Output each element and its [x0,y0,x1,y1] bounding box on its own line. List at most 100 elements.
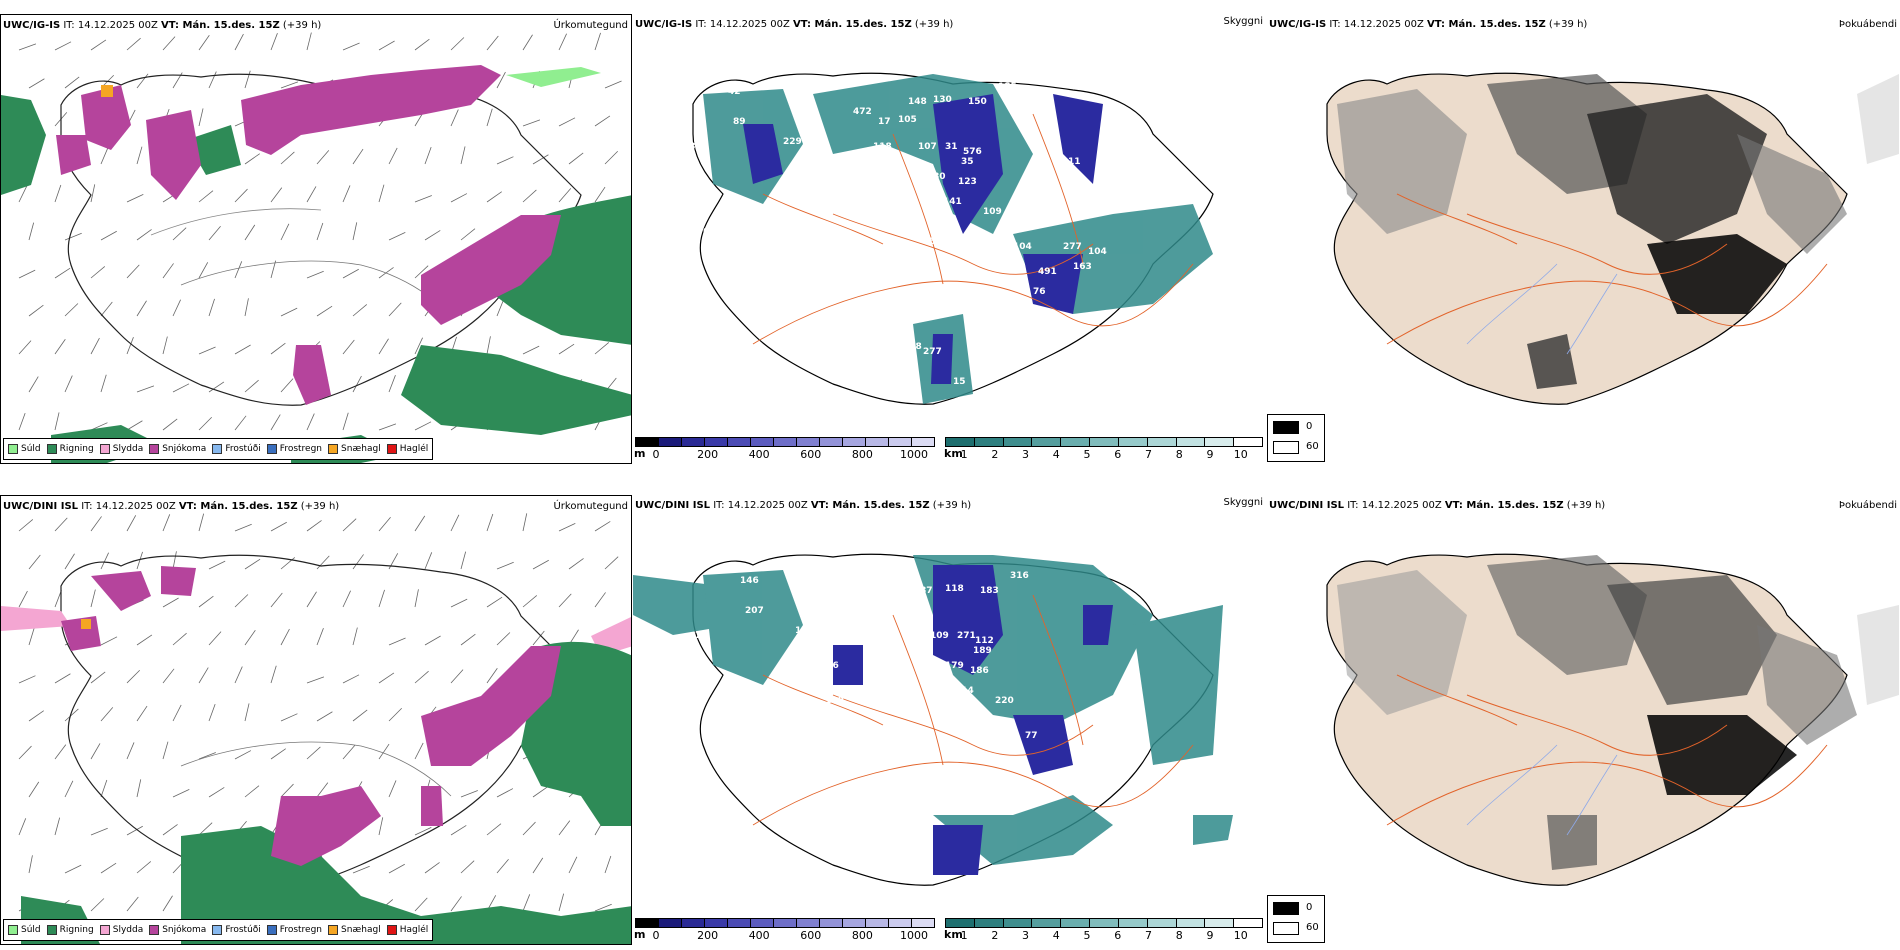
wind-barb [352,222,358,241]
wind-barb [558,523,576,532]
cloudbase-label: 93 [813,207,826,217]
fog-legend-swatch [1273,922,1299,935]
colorbar-segment [1061,438,1091,446]
wind-barb [414,897,428,912]
wind-barb [604,855,612,874]
wind-barb [280,223,290,241]
cloudbase-label: 576 [963,147,982,157]
road-network [1386,674,1828,826]
colorbar-segment [866,919,889,927]
wind-barb [280,151,295,165]
colorbar-tick-label: 5 [1083,929,1091,942]
wind-barb [90,671,106,684]
wind-barb [352,375,362,393]
wind-barb [198,35,210,51]
wind-barb [198,822,213,836]
cloudbase-label: 15 [923,237,936,247]
fog-panel-row2: UWC/DINI ISL IT: 14.12.2025 00Z VT: Mán.… [1267,495,1900,945]
colorbar-ticks: 1 2 3 4 5 6 7 8 9 10 [945,447,1263,461]
wind-barb [558,593,572,608]
wind-barb [486,668,498,684]
fog-shading [1337,74,1899,389]
wind-barb [378,40,395,51]
cloudbase-label: 277 [1063,242,1082,252]
wind-barb [198,416,213,431]
wind-barb [424,862,440,874]
wind-barb [54,184,62,203]
wind-barb [388,147,398,165]
cloudbase-label: 183 [980,586,999,596]
colorbar-segment [946,438,975,446]
colorbar-segment [1118,438,1148,446]
cloudbase-label: 89 [733,117,746,127]
colorbar-ticks: 0 200 400 600 800 1000 [635,447,935,461]
cloudbase-label: 277 [923,347,942,357]
wind-barb [568,558,584,570]
cloudbase-label: 170 [865,596,884,606]
wind-barb [18,818,27,836]
wind-barb [208,71,217,89]
wind-barb [414,742,424,760]
legend-label: Snæhagl [341,444,381,454]
wind-barb [352,554,364,570]
colorbar-ticks: 1 2 3 4 5 6 7 8 9 10 [945,928,1263,942]
cloudbase-labels: 146 207 120 90 106 108 72 100 116 125 170 77 86 87 04 1… [695,571,1038,741]
precip-map-row2 [1,513,631,944]
wind-barb [532,786,548,798]
colorbar-segment [751,919,774,927]
colorbar-tick-label: 2 [991,929,999,942]
cloudbase-label: 491 [1038,267,1057,277]
wind-barb [64,864,82,874]
wind-barb [90,184,96,203]
wind-barb [522,119,541,127]
wind-barb [270,187,283,203]
wind-barb [270,260,277,279]
wind-barb [18,412,26,431]
wind-barb [18,519,34,532]
colorbar-tick-label: 400 [748,929,770,942]
wind-barb [450,109,459,127]
cloudbase-label: 472 [853,107,872,117]
cloudbase-label: 114 [955,686,974,696]
wind-barb [424,552,433,570]
wind-barb [594,32,601,51]
wind-barb [136,779,142,798]
colorbar-segment [797,919,820,927]
wind-barb [126,337,134,355]
wind-barb [172,299,181,317]
wind-barb [244,70,251,89]
precip-legend-row2: Súld Rigning Slydda Snjókoma Frostúði Frostre… [3,919,434,941]
cloud-title-row1: UWC/IG-IS IT: 14.12.2025 00Z VT: Mán. 15… [635,19,954,30]
wind-barb [306,186,317,203]
wind-barb [100,374,107,393]
colorbar-tick-label: 1 [960,929,968,942]
wind-barb [234,33,244,51]
wind-barb [568,856,578,874]
legend-swatch [46,444,57,454]
colorbar-segment [1205,919,1235,927]
colorbar-tick-label: 10 [1233,448,1248,461]
wind-barb [64,303,79,317]
wind-barb [496,299,505,317]
wind-barb [594,592,606,608]
wind-barb [414,589,419,608]
colorbar-tick-label: 1000 [900,929,928,942]
legend-item: Haglél [386,925,428,935]
legend-item: Snæhagl [328,925,381,935]
wind-barb [306,413,315,431]
colorbar-segment [974,919,1004,927]
fog-legend-swatch [1273,441,1299,454]
wind-barb [496,156,514,165]
legend-label: Súld [21,444,41,454]
wind-barb [136,551,143,570]
wind-barb [136,300,147,317]
wind-barb [100,862,117,874]
wind-barb [378,743,390,760]
wind-barb [28,627,35,646]
wind-barb [162,263,174,279]
wind-barb [342,745,356,760]
legend-swatch [328,925,339,935]
wind-barb [100,636,118,646]
colorbar-tick-label: 4 [1052,929,1060,942]
wind-barb [162,514,171,532]
